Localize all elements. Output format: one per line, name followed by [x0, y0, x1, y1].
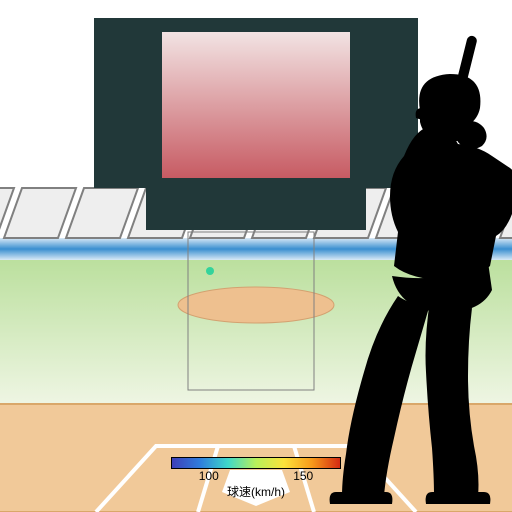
scoreboard-base: [146, 188, 366, 230]
velocity-tick: 100: [199, 469, 219, 483]
pitchers-mound: [178, 287, 334, 323]
velocity-ticks: 100 150: [171, 469, 341, 483]
stadium-scene: [0, 0, 512, 512]
velocity-label: 球速(km/h): [171, 483, 341, 500]
velocity-legend: 100 150 球速(km/h): [171, 457, 341, 500]
scoreboard-screen: [162, 32, 350, 178]
velocity-tick: 150: [293, 469, 313, 483]
velocity-colorbar: [171, 457, 341, 469]
pitch-ball-marker: [206, 267, 214, 275]
